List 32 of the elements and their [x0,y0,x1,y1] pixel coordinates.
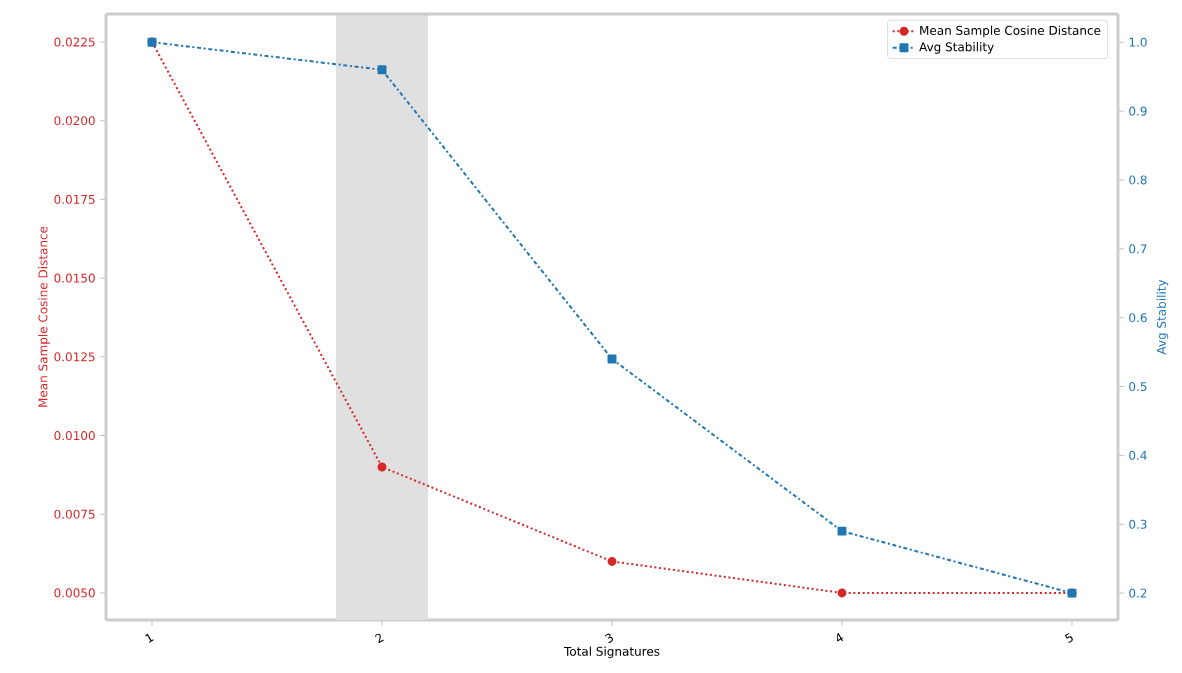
y-axis-title: Mean Sample Cosine Distance [38,226,50,407]
y-tick-label: 0.0225 [54,37,95,47]
legend-label: Mean Sample Cosine Distance [920,25,1101,38]
y-tick-label: 0.0100 [54,430,95,441]
legend-label: Avg Stability [919,42,994,54]
y-tick-label: 0.0150 [54,273,95,283]
y2-axis-title: Avg Stability [1156,279,1169,355]
y2-tick-label: 0.8 [1129,175,1147,185]
y-tick-label: 0.0125 [54,352,95,362]
x-tick-label: 4 [836,633,844,642]
x-tick-label: 1 [145,633,154,643]
y-tick-label: 0.0050 [54,588,95,598]
y2-tick-label: 0.4 [1129,450,1147,460]
x-tick-label: 3 [604,633,614,643]
point [377,462,387,472]
point [377,65,387,75]
x-tick-label: 2 [374,633,384,644]
x-axis-title: Total Signatures [563,646,660,659]
y2-tick-label: 0.2 [1129,588,1147,598]
point [607,556,617,566]
y2-tick-label: 0.3 [1129,519,1147,529]
point [837,526,847,536]
point [837,588,847,598]
y-tick-label: 0.0200 [54,116,95,126]
y-tick-label: 0.0075 [54,509,95,519]
y2-tick-label: 0.5 [1129,382,1147,392]
y2-tick-label: 0.6 [1129,313,1147,323]
y-tick-label: 0.0175 [54,194,95,204]
x-tick-label: 5 [1064,632,1073,643]
y2-tick-label: 1.0 [1129,37,1147,47]
y2-tick-label: 0.7 [1129,244,1147,254]
y2-tick-label: 0.9 [1129,106,1147,116]
